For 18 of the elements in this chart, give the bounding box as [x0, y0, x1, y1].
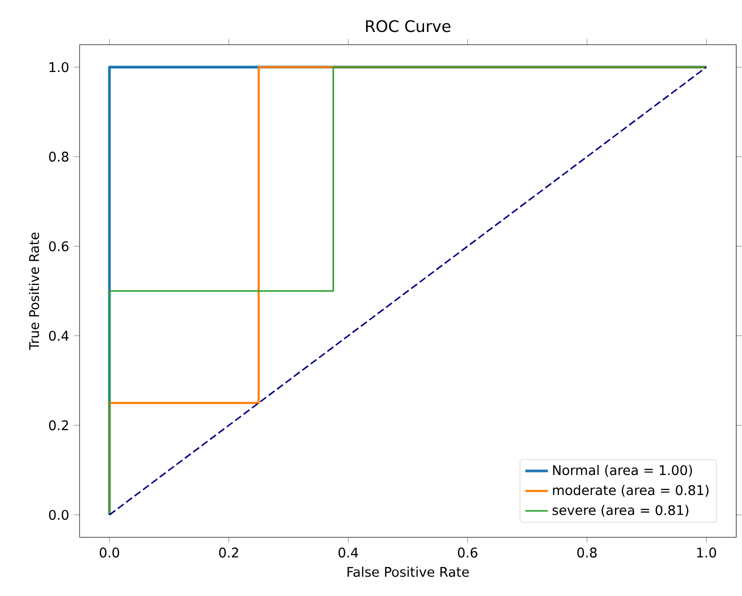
x-tick-label: 0.2 — [219, 548, 238, 558]
x-tick-label: 0.4 — [338, 548, 358, 558]
y-tick-label: 0.2 — [49, 420, 68, 430]
x-tick-label: 0.6 — [458, 548, 478, 558]
x-tick-label: 0.0 — [100, 548, 120, 558]
y-tick-label: 1.0 — [50, 62, 68, 72]
y-tick-label: 0.0 — [49, 510, 68, 520]
x-axis-title: False Positive Rate — [348, 566, 469, 577]
legend-label: severe (area = 0.81) — [552, 504, 688, 517]
legend-label: moderate (area = 0.81) — [553, 484, 709, 497]
y-tick-label: 0.8 — [49, 152, 68, 162]
x-tick-label: 1.0 — [697, 548, 716, 558]
legend-label: Normal (area = 1.00) — [553, 464, 692, 477]
chart-title: ROC Curve — [366, 20, 450, 32]
y-tick-label: 0.6 — [49, 241, 68, 252]
x-tick-label: 0.8 — [577, 548, 597, 558]
y-axis-title: True Positive Rate — [28, 232, 40, 350]
y-tick-label: 0.4 — [49, 330, 69, 341]
